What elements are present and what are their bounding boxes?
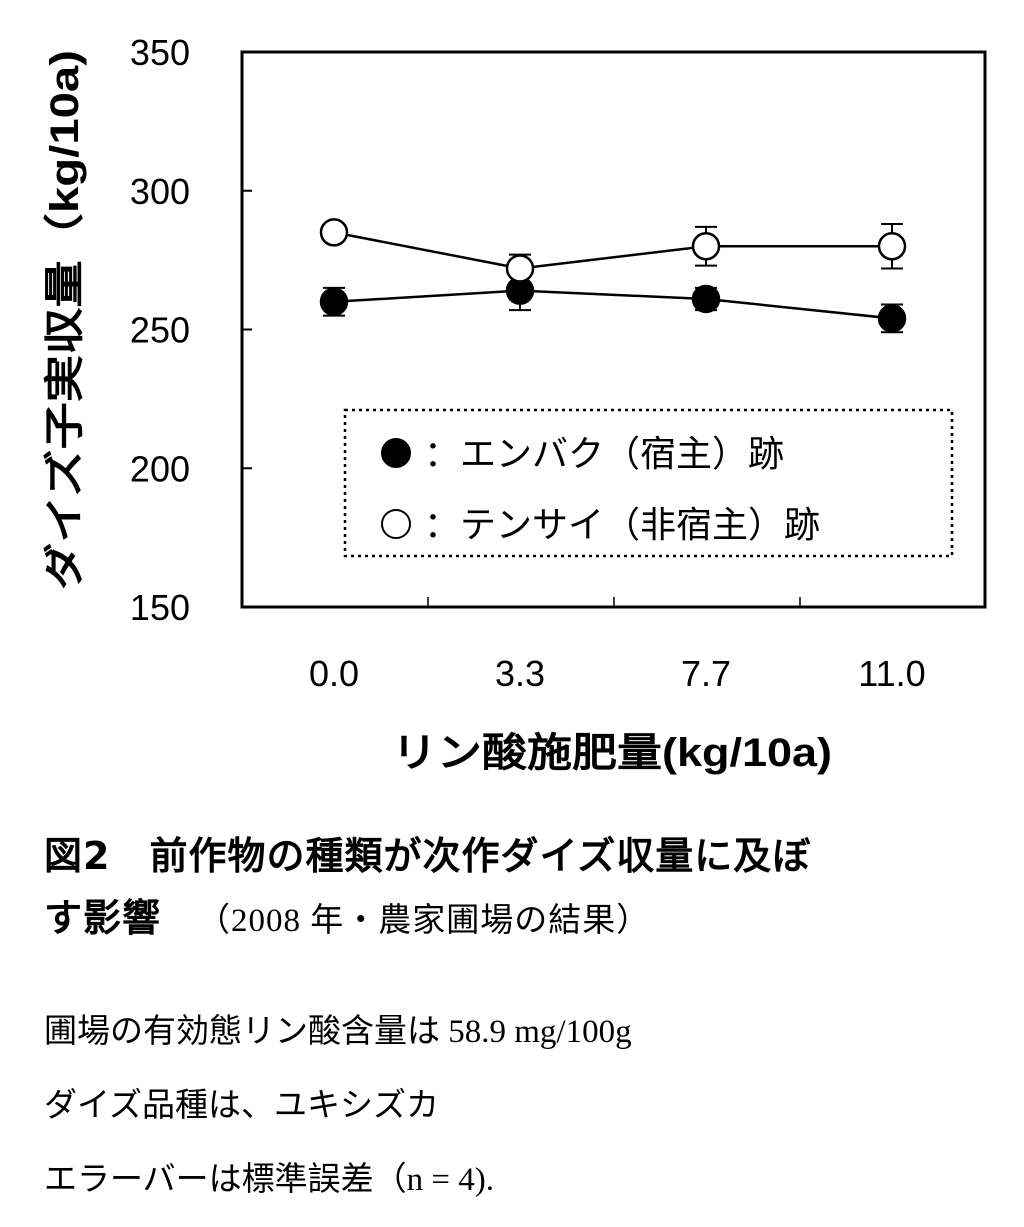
- series-line-1: [333, 231, 892, 270]
- x-tick-label: 11.0: [858, 653, 925, 694]
- x-tick-label: 0.0: [309, 653, 359, 694]
- y-tick-label: 250: [130, 310, 190, 351]
- legend-marker-open: [381, 509, 411, 539]
- data-point-1-2: [691, 232, 721, 261]
- note-soil-phosphate: 圃場の有効態リン酸含量は 58.9 mg/100g: [44, 1014, 632, 1050]
- caption-title-line1: 図2 前作物の種類が次作ダイズ収量に及ぼ: [44, 834, 812, 878]
- series-layer: [319, 218, 907, 334]
- figure-notes: 圃場の有効態リン酸含量は 58.9 mg/100g ダイズ品種は、ユキシズカ エ…: [44, 1005, 1004, 1227]
- x-tick-label: 7.7: [681, 653, 731, 694]
- data-point-1-1: [505, 254, 535, 283]
- y-tick-label: 150: [130, 587, 190, 628]
- y-axis-title: ダイズ子実収量（kg/10a): [43, 50, 87, 590]
- caption-note: （2008 年・農家圃場の結果）: [197, 903, 651, 939]
- legend-label-oat: ：エンバク（宿主）跡: [424, 434, 784, 474]
- y-axis-ticks: 350 300 250 200 150: [130, 32, 252, 628]
- data-point-0-3: [877, 304, 907, 333]
- caption-title-line2: す影響 （2008 年・農家圃場の結果）: [44, 887, 1004, 952]
- data-point-1-0: [319, 218, 349, 247]
- data-point-0-0: [319, 287, 349, 316]
- y-tick-label: 350: [130, 32, 190, 73]
- legend-marker-filled: [381, 438, 411, 468]
- caption-title-line2-text: す影響: [44, 896, 162, 940]
- figure-caption: 図2 前作物の種類が次作ダイズ収量に及ぼ す影響 （2008 年・農家圃場の結果）: [44, 825, 1004, 952]
- x-axis-ticks: 0.0 3.3 7.7 11.0: [309, 597, 926, 694]
- y-tick-label: 200: [130, 448, 190, 489]
- note-variety: ダイズ品種は、ユキシズカ: [44, 1088, 440, 1124]
- data-point-0-2: [691, 284, 721, 314]
- yield-chart: 350 300 250 200 150 0.0 3.3 7.7 11.0 ：エンバク（宿主）跡…: [43, 32, 987, 775]
- y-tick-label: 300: [130, 171, 190, 212]
- x-tick-label: 3.3: [495, 653, 545, 694]
- legend-label-sugarbeet: ：テンサイ（非宿主）跡: [424, 505, 820, 545]
- x-axis-title: リン酸施肥量(kg/10a): [392, 731, 832, 775]
- series-line-0: [333, 289, 893, 320]
- legend-box: [343, 408, 954, 558]
- data-point-1-3: [877, 232, 907, 261]
- note-error-bars: エラーバーは標準誤差（n = 4).: [44, 1162, 495, 1198]
